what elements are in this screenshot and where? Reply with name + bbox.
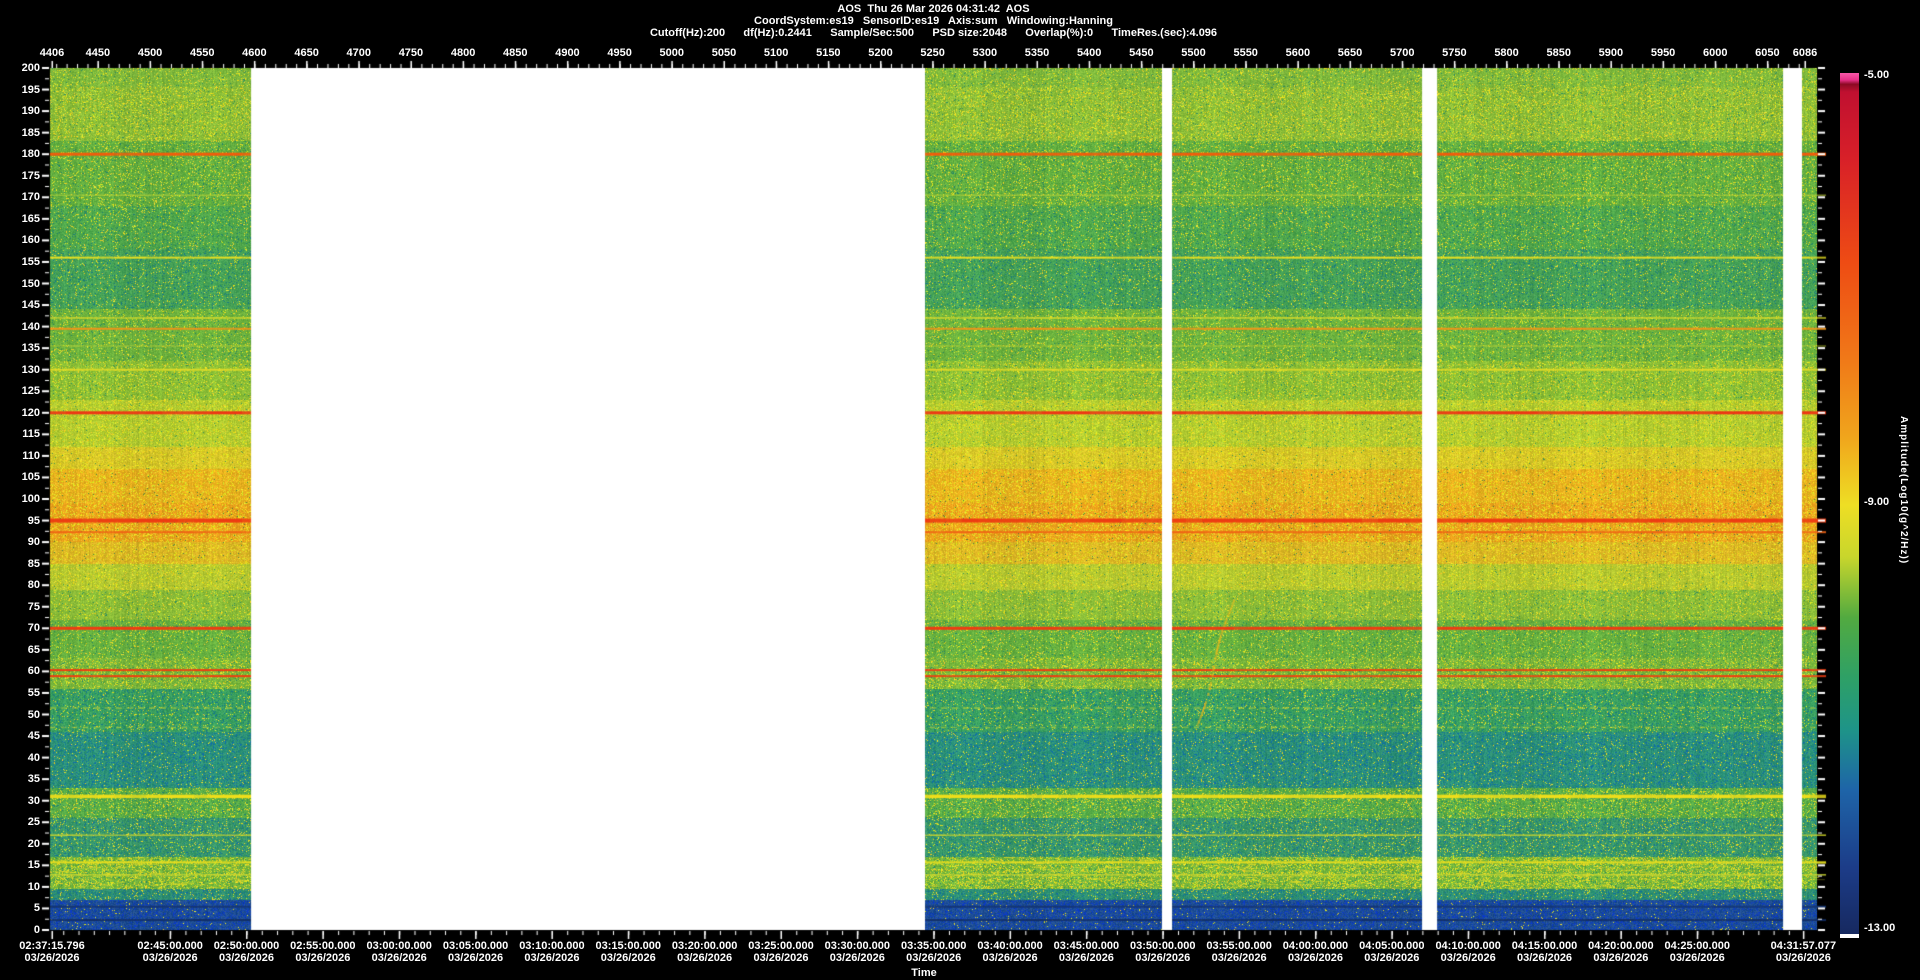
time-axis-label-time: 02:37:15.796 — [7, 940, 97, 952]
frame-axis-label: 5100 — [751, 47, 801, 59]
time-axis-label-time: 04:31:57.077 — [1758, 940, 1848, 952]
frequency-axis-label: 175 — [2, 170, 40, 182]
frequency-axis-label: 5 — [2, 902, 40, 914]
frame-axis-label: 5300 — [960, 47, 1010, 59]
frequency-axis-label: 85 — [2, 558, 40, 570]
frequency-axis-label: 80 — [2, 579, 40, 591]
frequency-axis-label: 155 — [2, 256, 40, 268]
frequency-axis-label: 110 — [2, 450, 40, 462]
time-axis-label-date: 03/26/2026 — [1758, 952, 1848, 964]
frequency-axis-label: 0 — [2, 924, 40, 936]
time-axis-label-time: 04:25:00.000 — [1652, 940, 1742, 952]
colorbar — [1840, 73, 1859, 937]
frame-axis-label: 5200 — [856, 47, 906, 59]
frequency-axis-label: 65 — [2, 644, 40, 656]
colorbar-label: -5.00 — [1864, 69, 1908, 81]
frequency-axis-label: 115 — [2, 428, 40, 440]
frequency-axis-label: 150 — [2, 278, 40, 290]
frame-axis-label: 5950 — [1638, 47, 1688, 59]
frame-axis-label: 5550 — [1221, 47, 1271, 59]
frame-axis-label: 4600 — [229, 47, 279, 59]
frame-axis-label: 5800 — [1482, 47, 1532, 59]
frequency-axis-label: 140 — [2, 321, 40, 333]
frame-axis-label: 4900 — [542, 47, 592, 59]
frame-axis-label: 5900 — [1586, 47, 1636, 59]
spectrogram-screen: AOS Thu 26 Mar 2026 04:31:42 AOS CoordSy… — [0, 0, 1920, 980]
colorbar-title: Amplitude(Log10(g^2/Hz)) — [1898, 205, 1909, 775]
frame-axis-label: 5650 — [1325, 47, 1375, 59]
frame-axis-label: 4950 — [595, 47, 645, 59]
frequency-axis-label: 200 — [2, 62, 40, 74]
frequency-axis-label: 45 — [2, 730, 40, 742]
frequency-axis-label: 60 — [2, 665, 40, 677]
frame-axis-label: 4406 — [27, 47, 77, 59]
frame-axis-label: 4550 — [177, 47, 227, 59]
page-title: AOS Thu 26 Mar 2026 04:31:42 AOS — [50, 3, 1817, 15]
frequency-axis-label: 50 — [2, 709, 40, 721]
frame-axis-label: 6000 — [1690, 47, 1740, 59]
frequency-axis-label: 180 — [2, 148, 40, 160]
frame-axis-label: 5450 — [1116, 47, 1166, 59]
frequency-axis-label: 40 — [2, 752, 40, 764]
frame-axis-label: 6086 — [1780, 47, 1830, 59]
frequency-axis-label: 10 — [2, 881, 40, 893]
frequency-axis-label: 100 — [2, 493, 40, 505]
frequency-axis-label: 120 — [2, 407, 40, 419]
time-axis-label-date: 03/26/2026 — [1652, 952, 1742, 964]
header-processing-info: Cutoff(Hz):200 df(Hz):0.2441 Sample/Sec:… — [50, 27, 1817, 39]
frame-axis-label: 4450 — [73, 47, 123, 59]
frame-axis-label: 4800 — [438, 47, 488, 59]
spectrogram-canvas — [0, 0, 1920, 980]
frequency-axis-label: 185 — [2, 127, 40, 139]
frequency-axis-label: 30 — [2, 795, 40, 807]
frame-axis-label: 5000 — [647, 47, 697, 59]
colorbar-label: -13.00 — [1864, 922, 1908, 934]
frequency-axis-label: 35 — [2, 773, 40, 785]
time-axis-label-date: 03/26/2026 — [7, 952, 97, 964]
frequency-axis-label: 195 — [2, 84, 40, 96]
frame-axis-label: 5250 — [908, 47, 958, 59]
frequency-axis-label: 95 — [2, 515, 40, 527]
frame-axis-label: 5700 — [1377, 47, 1427, 59]
frame-axis-label: 5600 — [1273, 47, 1323, 59]
frame-axis-label: 4700 — [334, 47, 384, 59]
frequency-axis-label: 20 — [2, 838, 40, 850]
frequency-axis-label: 55 — [2, 687, 40, 699]
frequency-axis-label: 105 — [2, 471, 40, 483]
frequency-axis-label: 135 — [2, 342, 40, 354]
frequency-axis-label: 190 — [2, 105, 40, 117]
header-sensor-info: CoordSystem:es19 SensorID:es19 Axis:sum … — [50, 15, 1817, 27]
frequency-axis-label: 160 — [2, 234, 40, 246]
frame-axis-label: 5150 — [803, 47, 853, 59]
frame-axis-label: 5350 — [1012, 47, 1062, 59]
frame-axis-label: 4750 — [386, 47, 436, 59]
frequency-axis-label: 145 — [2, 299, 40, 311]
frame-axis-label: 5850 — [1534, 47, 1584, 59]
frequency-axis-label: 170 — [2, 191, 40, 203]
frame-axis-label: 4500 — [125, 47, 175, 59]
frequency-axis-label: 165 — [2, 213, 40, 225]
frequency-axis-label: 130 — [2, 364, 40, 376]
colorbar-end-tick — [1840, 934, 1859, 938]
frame-axis-label: 4650 — [282, 47, 332, 59]
frequency-axis-label: 125 — [2, 385, 40, 397]
frame-axis-label: 5750 — [1429, 47, 1479, 59]
frame-axis-label: 4850 — [490, 47, 540, 59]
frequency-axis-label: 75 — [2, 601, 40, 613]
frequency-axis-label: 90 — [2, 536, 40, 548]
frame-axis-label: 5500 — [1169, 47, 1219, 59]
frame-axis-label: 5050 — [699, 47, 749, 59]
frequency-axis-label: 25 — [2, 816, 40, 828]
frame-axis-label: 5400 — [1064, 47, 1114, 59]
frequency-axis-label: 70 — [2, 622, 40, 634]
time-axis-title: Time — [854, 967, 994, 979]
frequency-axis-label: 15 — [2, 859, 40, 871]
